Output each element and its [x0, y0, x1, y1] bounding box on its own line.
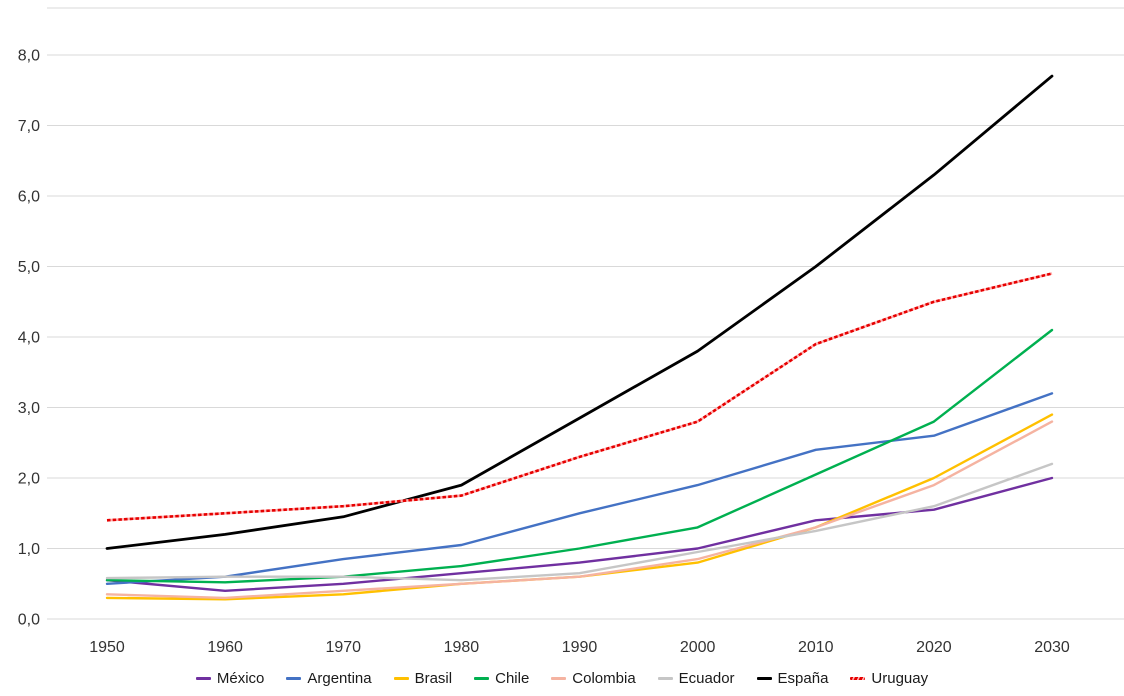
x-axis-tick-label: 1970 [325, 639, 361, 656]
legend-dash-icon [286, 676, 302, 680]
legend-item-brasil: Brasil [393, 669, 453, 687]
legend-dash-icon [393, 676, 409, 680]
legend-item-ecuador: Ecuador [657, 669, 735, 687]
legend-item-colombia: Colombia [551, 669, 636, 687]
legend-label: México [216, 669, 265, 687]
legend-item-uruguay: Uruguay [850, 670, 928, 687]
y-axis-tick-label: 8,0 [18, 48, 40, 65]
legend-label: Colombia [572, 669, 636, 687]
legend-item-espana: España [756, 669, 829, 687]
legend-label: Argentina [307, 669, 372, 687]
x-axis-tick-label: 1980 [444, 639, 480, 656]
chart-plot-area: 0,0 1,0 2,0 3,0 4,0 5,0 6,0 7,0 8,0 1950 1960 1970 1… [18, 7, 1124, 656]
x-axis-tick-label: 2010 [798, 639, 834, 656]
legend-dash-icon [551, 676, 567, 680]
y-axis-tick-label: 1,0 [18, 541, 40, 558]
y-axis-tick-label: 2,0 [18, 471, 40, 488]
legend-item-chile: Chile [474, 670, 529, 687]
x-axis-tick-label: 1950 [89, 639, 125, 656]
legend-label: Ecuador [678, 669, 735, 687]
y-axis-tick-label: 5,0 [18, 259, 40, 276]
chart-legend: México Argentina Brasil Chile Colombia Ecuado… [0, 660, 1124, 696]
legend-label: Brasil [414, 669, 453, 687]
x-axis-tick-label: 2030 [1034, 639, 1070, 656]
y-axis-tick-label: 6,0 [18, 189, 40, 206]
x-axis-tick-label: 1990 [562, 639, 598, 656]
series-line-brasil [105, 413, 1054, 601]
series-line-uruguay [106, 272, 1053, 522]
legend-label: España [777, 669, 829, 687]
x-axis-tick-label: 2000 [680, 639, 716, 656]
legend-item-mexico: México [195, 669, 265, 687]
x-axis-tick-label: 1960 [207, 639, 243, 656]
series-line-colombia [105, 420, 1054, 600]
legend-label: Chile [495, 669, 530, 687]
legend-dash-icon [850, 676, 866, 680]
series-line-chile [105, 328, 1054, 584]
y-axis-tick-label: 0,0 [18, 612, 40, 629]
legend-label: Uruguay [871, 669, 929, 687]
x-axis-tick-label: 2020 [916, 639, 952, 656]
legend-item-argentina: Argentina [286, 669, 372, 687]
legend-dash-icon [657, 676, 673, 680]
legend-dash-icon [756, 676, 772, 680]
series-line-ecuador [105, 462, 1054, 582]
y-axis-tick-label: 3,0 [18, 400, 40, 417]
legend-dash-icon [474, 676, 490, 680]
y-axis-tick-label: 4,0 [18, 330, 40, 347]
series-line-espana [105, 74, 1054, 550]
legend-dash-icon [195, 676, 211, 680]
y-axis-tick-label: 7,0 [18, 118, 40, 135]
